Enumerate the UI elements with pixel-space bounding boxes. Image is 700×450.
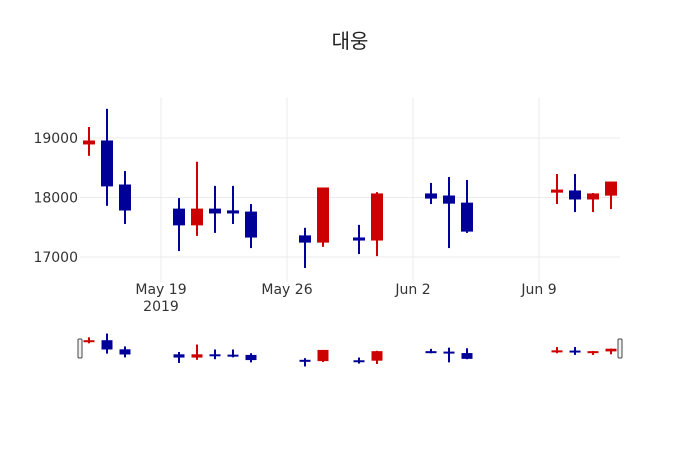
candle[interactable] [569,173,581,213]
candle[interactable] [191,161,203,236]
x-tick-label: May 19 [135,282,186,298]
y-axis-ticks: 17000 18000 19000 [33,131,78,266]
slider-candle [245,353,257,363]
y-tick-label: 17000 [33,250,78,266]
grid-lines [80,98,620,282]
candle[interactable] [371,192,383,257]
slider-candle [569,347,581,355]
slider-candle [191,344,203,360]
y-tick-label: 19000 [33,131,78,147]
slider-candle [83,337,95,344]
slider-candle [371,350,383,365]
candle[interactable] [443,176,455,249]
slider-candle [587,350,599,355]
range-slider-right-handle[interactable] [617,338,623,359]
candle[interactable] [245,204,257,249]
candle[interactable] [119,171,131,224]
candle[interactable] [101,108,113,206]
slider-candle [173,352,185,363]
candle[interactable] [425,182,437,205]
candle[interactable] [353,224,365,255]
main-plot-candles[interactable] [83,108,617,269]
candle[interactable] [317,187,329,247]
range-slider-left-handle[interactable] [77,338,83,359]
slider-candle [119,346,131,358]
slider-candle [605,348,617,355]
candle[interactable] [83,126,95,156]
slider-candle [209,349,221,360]
candle[interactable] [605,181,617,210]
slider-candle [227,349,239,358]
candle[interactable] [227,185,239,224]
x-tick-label: May 26 [261,282,312,298]
y-tick-label: 18000 [33,191,78,207]
x-tick-label: Jun 9 [520,282,556,298]
candle[interactable] [461,179,473,233]
candle[interactable] [587,193,599,213]
chart-title: 대웅 [332,29,369,53]
candle[interactable] [299,227,311,269]
x-tick-label: Jun 2 [394,282,430,298]
slider-candle [461,348,473,360]
slider-candle [551,347,563,354]
range-slider-bg [80,331,620,368]
slider-candle [317,349,329,363]
slider-candle [425,348,437,354]
slider-candle [353,357,365,364]
candle[interactable] [209,185,221,233]
slider-candle [443,347,455,363]
slider-candle [101,333,113,354]
candle[interactable] [551,173,563,205]
range-slider[interactable] [77,331,623,368]
candle[interactable] [173,198,185,252]
slider-candle [299,358,311,367]
x-tick-year: 2019 [143,299,179,315]
